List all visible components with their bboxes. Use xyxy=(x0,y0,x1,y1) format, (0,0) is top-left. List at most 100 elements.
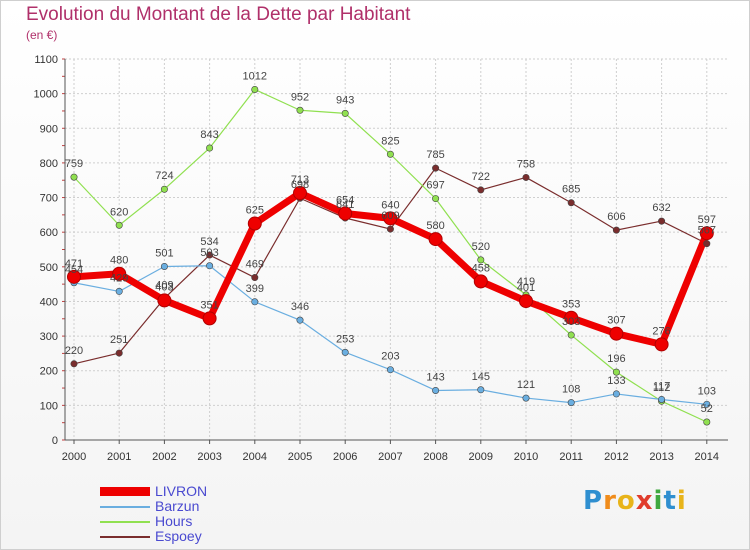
data-label: 580 xyxy=(426,220,444,232)
data-label: 1012 xyxy=(243,70,267,82)
data-label: 698 xyxy=(291,179,309,191)
data-label: 641 xyxy=(336,199,354,211)
data-point xyxy=(341,348,349,356)
data-label: 419 xyxy=(517,276,535,288)
data-label: 108 xyxy=(562,384,580,396)
data-point xyxy=(658,217,666,225)
data-point xyxy=(115,349,123,357)
data-point xyxy=(567,199,575,207)
data-label: 117 xyxy=(653,380,671,392)
data-label: 722 xyxy=(472,171,490,183)
x-tick-label: 2001 xyxy=(107,451,131,463)
x-tick-label: 2010 xyxy=(514,451,538,463)
x-tick-label: 2005 xyxy=(288,451,312,463)
data-point xyxy=(296,106,304,114)
data-point xyxy=(658,395,666,403)
x-tick-label: 2012 xyxy=(604,451,628,463)
data-label: 409 xyxy=(155,279,173,291)
data-label: 133 xyxy=(607,375,625,387)
legend-item-livron[interactable]: LIVRON xyxy=(100,484,300,499)
data-point xyxy=(477,186,485,194)
data-label: 121 xyxy=(517,379,535,391)
data-point xyxy=(251,85,259,93)
data-label: 220 xyxy=(65,345,83,357)
data-label: 353 xyxy=(562,299,580,311)
data-label: 501 xyxy=(155,247,173,259)
legend-swatch-livron xyxy=(100,487,150,496)
data-point xyxy=(564,310,579,325)
data-point xyxy=(251,298,259,306)
legend-label-hours: Hours xyxy=(155,513,193,529)
data-point xyxy=(383,211,398,226)
y-tick-label: 900 xyxy=(40,123,58,135)
data-point xyxy=(699,226,714,241)
data-label: 253 xyxy=(336,333,354,345)
data-point xyxy=(386,150,394,158)
y-tick-label: 0 xyxy=(52,435,58,447)
data-label: 351 xyxy=(200,299,218,311)
legend-swatch-barzun xyxy=(100,506,150,508)
data-label: 401 xyxy=(517,282,535,294)
data-label: 685 xyxy=(562,184,580,196)
data-point xyxy=(522,394,530,402)
data-label: 403 xyxy=(155,281,173,293)
data-point xyxy=(67,269,81,284)
data-point xyxy=(341,109,349,117)
data-label: 785 xyxy=(426,149,444,161)
data-point xyxy=(206,262,214,270)
data-point xyxy=(519,294,533,309)
y-tick-label: 200 xyxy=(40,366,58,378)
data-point xyxy=(428,232,443,247)
y-tick-label: 700 xyxy=(40,193,58,205)
legend-item-espoey[interactable]: Espoey xyxy=(100,529,300,544)
x-tick-label: 2004 xyxy=(243,451,267,463)
data-point xyxy=(338,206,353,221)
data-point xyxy=(609,326,624,341)
data-label: 567 xyxy=(698,225,716,237)
legend-swatch-espoey xyxy=(100,536,150,538)
x-tick-label: 2007 xyxy=(378,451,402,463)
data-label: 758 xyxy=(517,158,535,170)
chart-title: Evolution du Montant de la Dette par Hab… xyxy=(26,4,411,25)
legend-item-hours[interactable]: Hours xyxy=(100,514,300,529)
data-point xyxy=(160,185,168,193)
logo-letter: i xyxy=(653,486,664,516)
x-tick-label: 2008 xyxy=(423,451,447,463)
logo-letter: x xyxy=(635,486,654,516)
data-label: 480 xyxy=(110,255,128,267)
x-tick-label: 2011 xyxy=(559,451,583,463)
data-label: 632 xyxy=(652,202,670,214)
data-label: 454 xyxy=(65,264,83,276)
data-point xyxy=(477,386,485,394)
data-point xyxy=(70,360,78,368)
data-label: 143 xyxy=(426,371,444,383)
data-point xyxy=(206,144,214,152)
x-tick-label: 2006 xyxy=(333,451,357,463)
data-label: 520 xyxy=(472,241,490,253)
logo-letter: i xyxy=(676,486,687,516)
data-label: 606 xyxy=(607,211,625,223)
logo-letter: t xyxy=(663,486,677,516)
data-label: 303 xyxy=(562,316,580,328)
data-point xyxy=(432,195,440,203)
data-point xyxy=(432,386,440,394)
data-label: 203 xyxy=(381,351,399,363)
data-point xyxy=(703,400,711,408)
data-label: 952 xyxy=(291,91,309,103)
data-label: 103 xyxy=(698,385,716,397)
x-tick-label: 2003 xyxy=(197,451,221,463)
y-tick-label: 1100 xyxy=(34,54,58,66)
legend-item-barzun[interactable]: Barzun xyxy=(100,499,300,514)
y-tick-label: 400 xyxy=(40,296,58,308)
axes: 0 100 200 300 400 500 600 700 800 900 1000 1100 2000… xyxy=(34,54,728,463)
legend: LIVRON Barzun Hours Espoey xyxy=(100,484,300,544)
y-tick-label: 300 xyxy=(40,331,58,343)
legend-label-barzun: Barzun xyxy=(155,498,200,514)
legend-label-livron: LIVRON xyxy=(155,483,208,499)
logo-letter: o xyxy=(616,486,636,516)
data-label: 697 xyxy=(426,180,444,192)
x-tick-label: 2009 xyxy=(469,451,493,463)
y-tick-label: 500 xyxy=(40,262,58,274)
data-point xyxy=(612,368,620,376)
y-tick-label: 1000 xyxy=(34,89,58,101)
